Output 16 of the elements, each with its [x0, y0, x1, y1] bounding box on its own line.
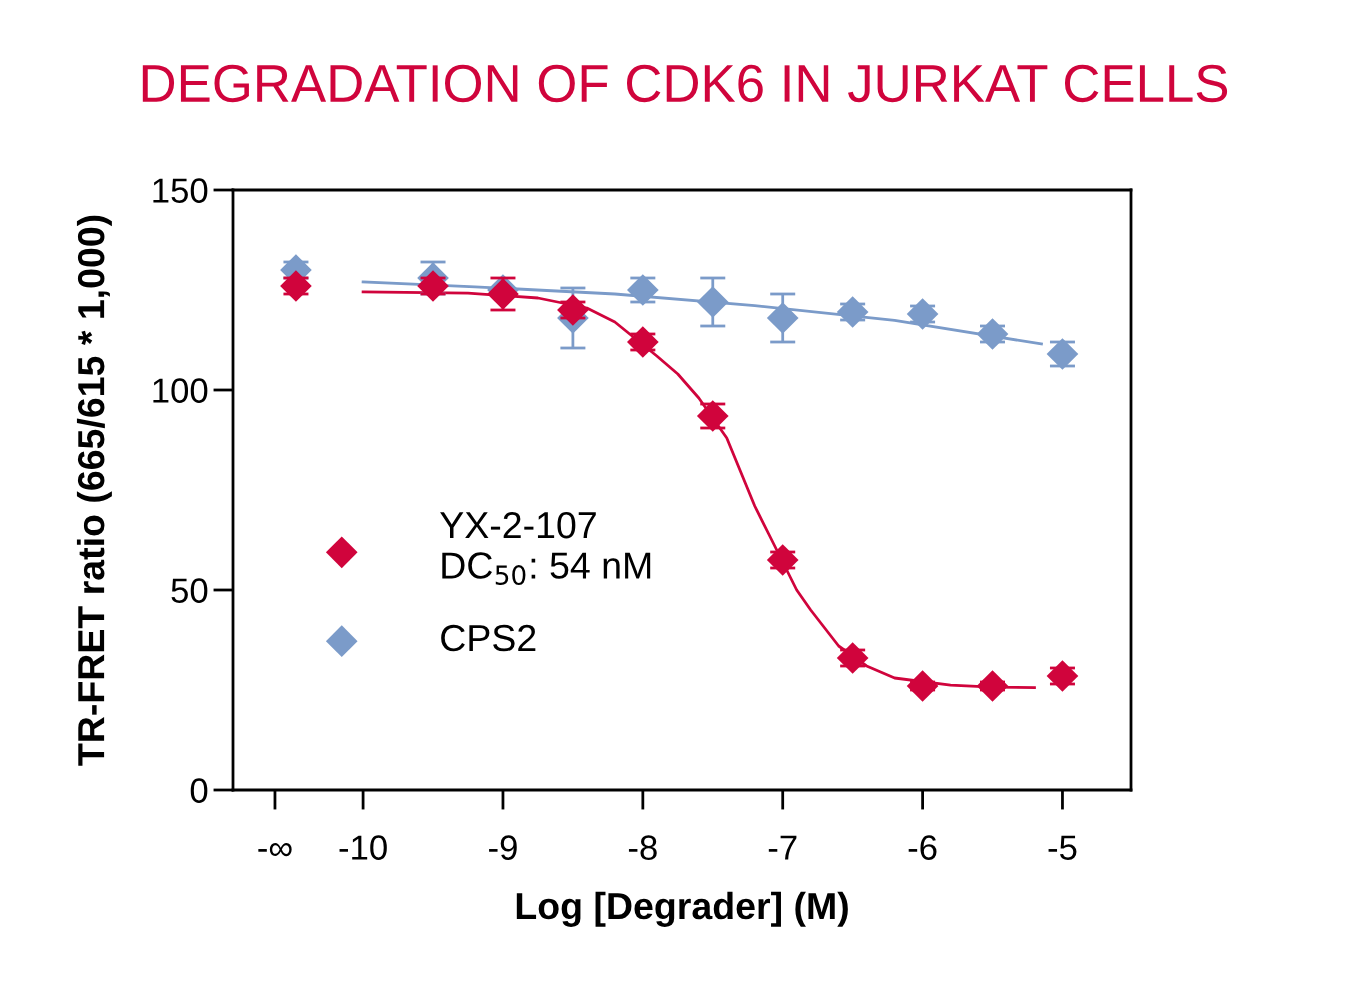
legend-label: YX-2-107 DC$_{50}$: 54 nM [440, 511, 651, 585]
x-tick-label: -6 [908, 835, 937, 860]
y-tick-label: 100 [153, 378, 208, 403]
chart-title: DEGRADATION OF CDK6 IN JURKAT CELLS [142, 64, 1228, 103]
legend-label: CPS2 [441, 624, 536, 652]
x-axis-title: Log [Degrader] (M) [516, 891, 848, 927]
y-tick-label: 150 [153, 178, 208, 203]
y-tick-label: 0 [190, 778, 208, 803]
x-tick-label: -10 [339, 835, 387, 860]
y-axis-title: TR-FRET ratio (665/615 * 1,000) [76, 215, 112, 766]
x-tick-label: -7 [768, 835, 797, 860]
x-tick-label: -5 [1048, 835, 1077, 860]
y-tick-label: 50 [171, 578, 208, 603]
x-tick-label: -8 [628, 835, 657, 860]
x-tick-label: -9 [489, 835, 517, 860]
x-tick-label: -∞ [258, 842, 292, 857]
